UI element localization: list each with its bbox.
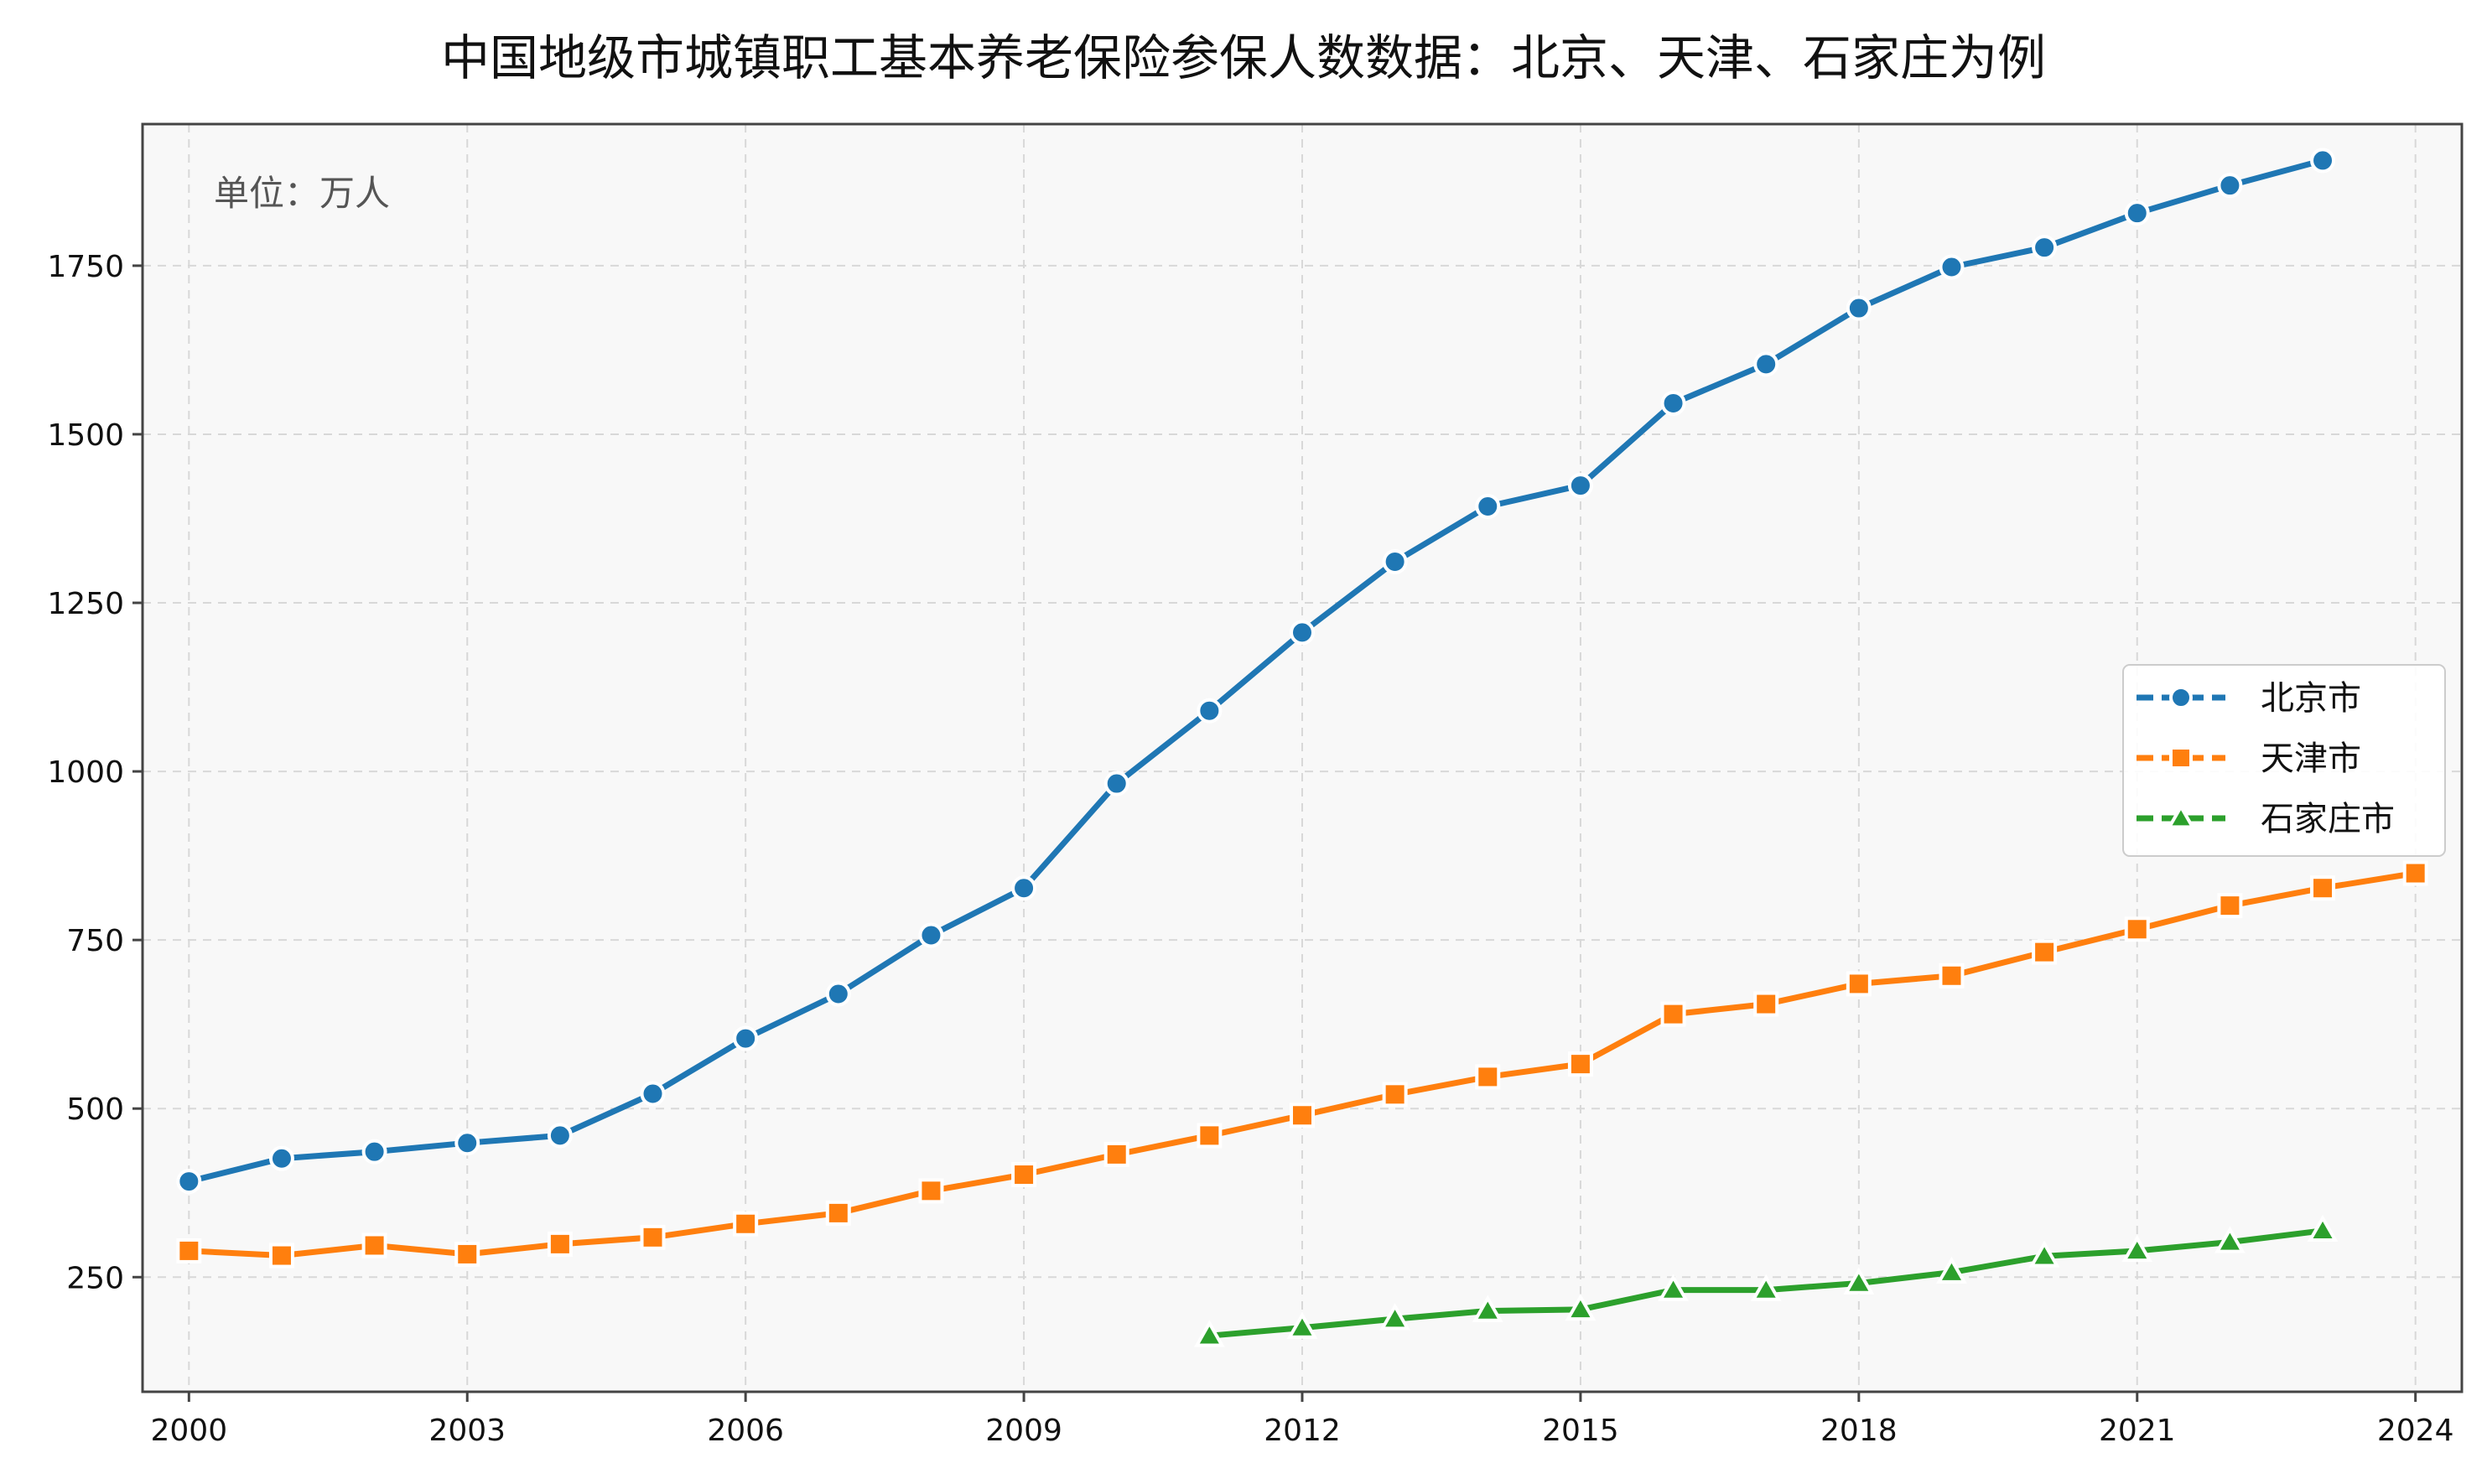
legend-label: 天津市 [2261, 739, 2361, 778]
data-point [454, 1241, 480, 1267]
data-point [918, 1178, 944, 1204]
legend-item: 天津市 [2137, 739, 2361, 778]
data-point [268, 1145, 294, 1171]
data-point [1565, 1293, 1597, 1321]
x-tick-label: 2006 [707, 1414, 784, 1448]
data-point [1750, 1274, 1782, 1301]
x-tick-label: 2018 [1820, 1414, 1898, 1448]
data-point [547, 1231, 573, 1257]
data-point [640, 1224, 666, 1250]
legend-marker [2169, 686, 2193, 709]
data-point [176, 1238, 202, 1263]
legend-box [2122, 664, 2446, 857]
data-point [2032, 939, 2058, 965]
x-tick-label: 2003 [428, 1414, 506, 1448]
data-point [1753, 991, 1779, 1017]
legend-label: 北京市 [2261, 679, 2361, 718]
data-point [2310, 875, 2336, 901]
legend-item: 北京市 [2137, 679, 2361, 718]
x-tick-label: 2024 [2377, 1414, 2454, 1448]
data-point [547, 1123, 573, 1149]
data-point [825, 1200, 851, 1226]
data-point [2124, 200, 2150, 226]
data-point [1753, 351, 1779, 377]
data-point [1846, 971, 1872, 997]
data-point [1382, 1082, 1408, 1108]
data-point [2121, 1234, 2153, 1263]
data-point [1658, 1274, 1689, 1301]
x-tick-label: 2015 [1542, 1414, 1619, 1448]
series-layer [176, 148, 2428, 1347]
data-point [733, 1025, 759, 1051]
data-point [2217, 173, 2243, 199]
x-tick-label: 2009 [985, 1414, 1062, 1448]
y-tick-label: 250 [66, 1261, 124, 1295]
legend-label: 石家庄市 [2261, 800, 2395, 838]
data-point [1567, 1051, 1593, 1077]
data-point [2032, 235, 2058, 261]
data-point [2028, 1240, 2060, 1268]
series-0 [176, 148, 2336, 1195]
series-2 [1193, 1214, 2339, 1347]
data-point [2124, 916, 2150, 942]
data-point [1197, 1123, 1223, 1149]
data-point [1379, 1303, 1411, 1331]
data-point [1567, 473, 1593, 499]
y-tick-label: 1750 [47, 250, 124, 284]
data-point [2217, 893, 2243, 919]
x-tick-label: 2000 [151, 1414, 228, 1448]
data-point [1103, 1141, 1129, 1167]
data-point [1286, 1311, 1318, 1339]
data-point [2307, 1214, 2339, 1242]
axis-ticks: 2000 2003 2006 2009 2012 2015 2018 2021 2024 250 5… [47, 250, 2453, 1448]
data-point [454, 1130, 480, 1156]
y-tick-label: 1000 [47, 755, 124, 790]
data-point [733, 1211, 759, 1237]
data-point [1193, 1320, 1225, 1347]
series-line [185, 157, 2326, 1185]
legend-marker [2166, 803, 2196, 829]
y-tick-label: 1250 [47, 587, 124, 621]
data-point [1660, 390, 1686, 416]
data-point [176, 1169, 202, 1195]
chart-title: 中国地级市城镇职工基本养老保险参保人数数据：北京、天津、石家庄为例 [440, 29, 2046, 86]
y-tick-label: 750 [66, 924, 124, 958]
y-tick-label: 500 [66, 1092, 124, 1127]
data-point [361, 1232, 387, 1258]
data-point [1472, 1295, 1503, 1322]
unit-note: 单位：万人 [214, 173, 390, 214]
data-point [918, 922, 944, 948]
data-point [1475, 494, 1501, 520]
x-tick-label: 2021 [2099, 1414, 2176, 1448]
data-point [1660, 1001, 1686, 1027]
data-point [825, 981, 851, 1007]
legend-item: 石家庄市 [2137, 800, 2395, 838]
data-point [1939, 963, 1965, 988]
data-point [2310, 148, 2336, 174]
data-point [1846, 295, 1872, 321]
x-tick-label: 2012 [1264, 1414, 1341, 1448]
data-point [1936, 1256, 1967, 1284]
data-point [1475, 1064, 1501, 1090]
data-point [2214, 1226, 2246, 1253]
data-point [1290, 620, 1315, 646]
data-point [1197, 698, 1223, 724]
data-point [1011, 875, 1037, 901]
data-point [268, 1243, 294, 1269]
data-point [1290, 1103, 1315, 1129]
legend-marker [2169, 746, 2193, 770]
data-point [2402, 860, 2428, 886]
data-point [361, 1139, 387, 1165]
data-point [1382, 548, 1408, 574]
data-point [1939, 254, 1965, 280]
series-1 [176, 860, 2428, 1269]
data-point [1103, 771, 1129, 796]
data-point [640, 1081, 666, 1107]
data-point [1011, 1162, 1037, 1188]
data-point [1843, 1267, 1875, 1295]
y-tick-label: 1500 [47, 418, 124, 453]
